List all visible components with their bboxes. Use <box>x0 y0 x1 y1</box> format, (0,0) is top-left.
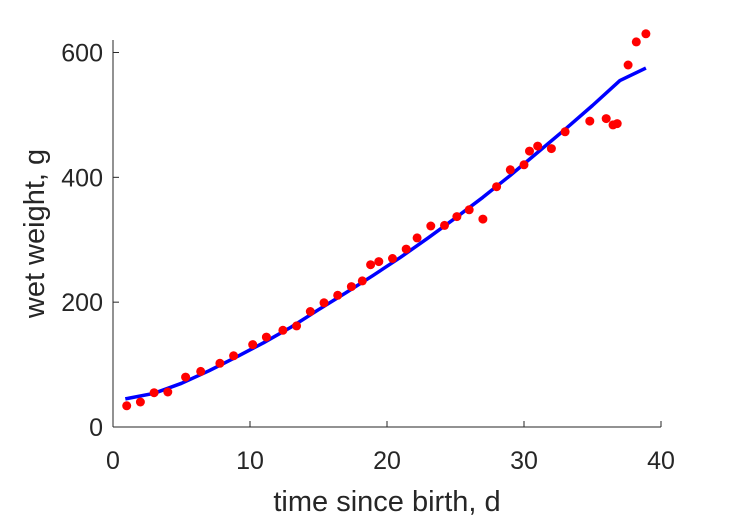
data-point <box>440 220 449 230</box>
data-point <box>357 276 367 286</box>
data-point <box>464 205 474 215</box>
plot-area <box>122 29 651 411</box>
data-point <box>292 321 302 331</box>
y-axis-label: wet weight, g <box>19 149 51 319</box>
data-point <box>492 182 502 192</box>
data-point <box>305 307 315 316</box>
data-point <box>229 351 239 361</box>
data-point <box>505 165 515 175</box>
data-point <box>401 244 411 254</box>
data-point <box>215 358 225 368</box>
y-tick-label: 200 <box>61 289 103 317</box>
data-point <box>525 146 534 156</box>
data-point <box>135 397 145 407</box>
data-point <box>641 29 651 39</box>
data-point <box>412 233 422 243</box>
data-point <box>248 340 258 350</box>
x-tick-label: 20 <box>373 447 401 475</box>
data-point <box>261 332 271 342</box>
data-point <box>585 116 595 126</box>
data-point <box>388 254 397 263</box>
data-point <box>546 144 556 154</box>
data-point <box>163 387 173 397</box>
data-point <box>426 221 436 231</box>
data-point <box>181 372 191 382</box>
data-point <box>560 127 570 137</box>
data-point <box>374 257 384 267</box>
x-tick-label: 0 <box>106 447 120 475</box>
data-point <box>452 212 462 222</box>
data-point <box>278 325 288 335</box>
x-axis-label: time since birth, d <box>273 486 500 518</box>
data-point <box>366 260 376 270</box>
y-tick-label: 600 <box>61 39 103 67</box>
data-point <box>623 60 633 70</box>
y-tick-label: 400 <box>61 164 103 192</box>
x-tick-label: 40 <box>647 447 675 475</box>
data-point <box>346 282 356 292</box>
y-tick-label: 0 <box>89 414 103 442</box>
fit-line <box>124 66 647 401</box>
data-point <box>612 119 622 129</box>
data-point <box>631 37 641 47</box>
data-point <box>149 388 159 398</box>
data-point <box>601 114 611 124</box>
data-point <box>333 290 343 300</box>
data-point <box>533 141 543 151</box>
x-tick-label: 10 <box>236 447 264 475</box>
data-point <box>319 298 329 308</box>
data-point <box>196 366 206 376</box>
data-point <box>519 160 529 170</box>
data-point <box>122 401 132 411</box>
data-point <box>478 214 488 224</box>
x-tick-label: 30 <box>510 447 538 475</box>
